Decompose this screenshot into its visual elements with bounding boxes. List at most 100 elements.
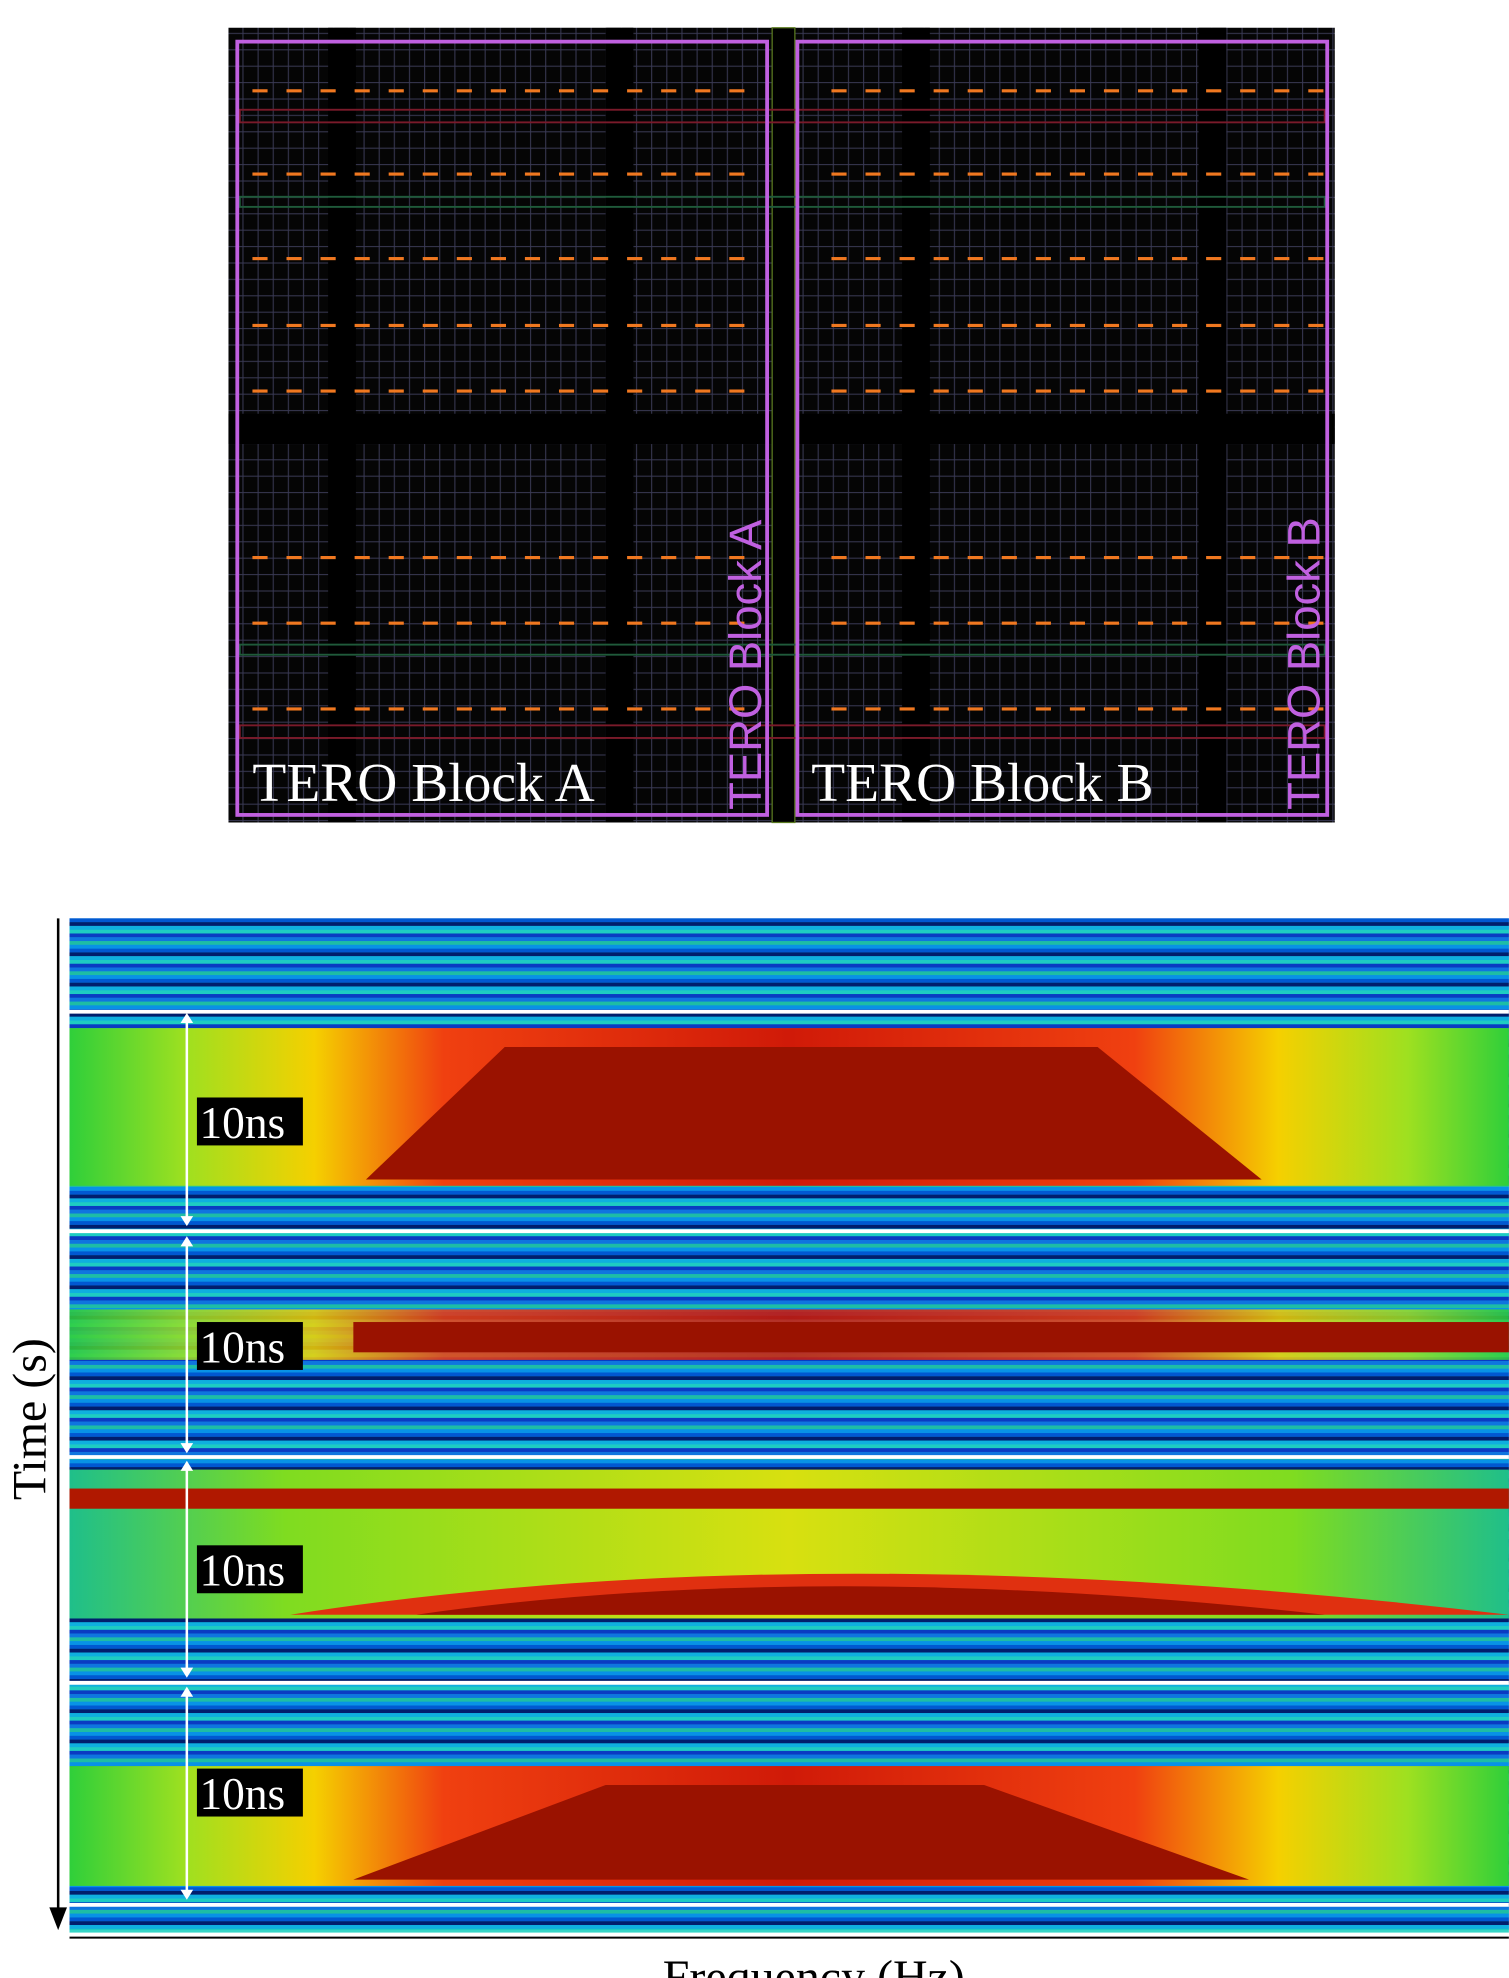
noise-stripe xyxy=(69,1194,1509,1199)
bram-row xyxy=(238,108,1326,124)
noise-stripe xyxy=(69,1224,1509,1229)
noise-stripe xyxy=(69,1247,1509,1252)
noise-stripe xyxy=(69,1622,1509,1627)
noise-stripe xyxy=(69,1709,1509,1714)
noise-stripe xyxy=(69,1217,1509,1222)
noise-stripe xyxy=(69,1906,1509,1910)
noise-stripe xyxy=(69,948,1509,953)
noise-stripe xyxy=(69,1429,1509,1434)
noise-stripe xyxy=(69,1262,1509,1267)
noise-stripe xyxy=(69,1005,1509,1010)
noise-stripe xyxy=(69,1444,1509,1449)
noise-stripe xyxy=(69,1713,1509,1717)
noise-stripe xyxy=(69,1732,1509,1736)
noise-stripe xyxy=(69,1652,1509,1657)
arrowhead xyxy=(180,1012,194,1024)
label-background xyxy=(196,1545,303,1594)
interval-arrows: 10ns 10ns 10ns 10ns xyxy=(180,1012,303,1900)
noise-stripe xyxy=(69,1258,1509,1263)
noise-stripe xyxy=(69,1012,1509,1017)
noise-stripe xyxy=(69,1436,1509,1441)
noise-stripe xyxy=(69,1921,1509,1926)
noise-stripe xyxy=(69,1890,1509,1895)
noise-stripe xyxy=(69,1202,1509,1206)
noise-stripe xyxy=(69,1281,1509,1286)
block-label: TERO Block A xyxy=(252,753,594,814)
noise-stripe xyxy=(69,1398,1509,1403)
spectrogram: 10ns 10ns 10ns 10ns xyxy=(69,918,1509,1933)
noise-stripe xyxy=(69,1187,1509,1191)
noise-stripe xyxy=(69,952,1509,957)
noise-stripe xyxy=(69,925,1509,930)
noise-stripe xyxy=(69,1633,1509,1638)
noise-stripe xyxy=(69,1213,1509,1218)
noise-stripe xyxy=(69,963,1509,968)
x-axis-label: Frequency (Hz) xyxy=(663,1951,965,1978)
noise-stripe xyxy=(69,1236,1509,1241)
noise-stripe xyxy=(69,1716,1509,1721)
noise-stripe xyxy=(69,1380,1509,1384)
noise-stripe xyxy=(69,1001,1509,1006)
noise-stripe xyxy=(69,1750,1509,1755)
arrowhead xyxy=(180,1236,194,1247)
time-axis-arrowhead xyxy=(49,1907,67,1931)
arrowhead xyxy=(180,1667,194,1678)
noise-stripe xyxy=(69,1887,1509,1891)
energy-core xyxy=(416,1586,1325,1615)
arrowhead xyxy=(180,1889,194,1900)
interval-label: 10ns xyxy=(199,1098,285,1148)
noise-stripe xyxy=(69,944,1509,949)
noise-stripe xyxy=(69,1433,1509,1437)
noise-stripe xyxy=(69,1735,1509,1740)
arrowhead xyxy=(180,1686,194,1697)
noise-stripe xyxy=(69,933,1509,938)
noise-stripe xyxy=(69,1293,1509,1297)
noise-stripe xyxy=(69,1255,1509,1259)
noise-stripe xyxy=(69,1629,1509,1634)
noise-stripe xyxy=(69,1402,1509,1407)
y-axis-label: Time (s) xyxy=(4,1338,57,1500)
noise-stripe xyxy=(69,1618,1509,1623)
noise-stripe xyxy=(69,986,1509,991)
energy-core xyxy=(69,1488,1509,1509)
noise-stripe xyxy=(69,1243,1509,1248)
noise-stripe xyxy=(69,1724,1509,1729)
bram-row xyxy=(238,724,1326,739)
block-label-vertical: TERO Block B xyxy=(1279,517,1330,810)
noise-stripe xyxy=(69,1463,1509,1468)
layout-panel: TERO Block A TERO Block B TERO Block A T… xyxy=(228,27,1335,824)
noise-stripe xyxy=(69,982,1509,987)
noise-stripe xyxy=(69,1190,1509,1195)
arrowhead xyxy=(180,1460,194,1471)
noise-stripe xyxy=(69,1372,1509,1377)
noise-stripe xyxy=(69,1644,1509,1649)
noise-stripe xyxy=(69,929,1509,934)
noise-stripe xyxy=(69,1289,1509,1294)
noise-stripe xyxy=(69,1701,1509,1706)
noise-stripe xyxy=(69,1898,1509,1903)
noise-stripe xyxy=(69,1747,1509,1751)
noise-stripe xyxy=(69,1270,1509,1275)
noise-stripe xyxy=(69,1417,1509,1422)
noise-stripe xyxy=(69,1697,1509,1702)
noise-stripe xyxy=(69,1743,1509,1748)
noise-stripe xyxy=(69,1626,1509,1630)
noise-stripe xyxy=(69,1894,1509,1899)
clock-spine xyxy=(771,27,796,824)
noise-stripe xyxy=(69,1368,1509,1373)
dsp-row xyxy=(238,643,1326,656)
noise-stripe xyxy=(69,1675,1509,1680)
noise-stripe xyxy=(69,1300,1509,1305)
fabric-detail xyxy=(228,27,1335,824)
noise-stripe xyxy=(69,1660,1509,1664)
noise-stripe xyxy=(69,971,1509,976)
noise-stripe xyxy=(69,1739,1509,1744)
noise-stripe xyxy=(69,1667,1509,1672)
block-label: TERO Block B xyxy=(811,753,1153,814)
noise-stripe xyxy=(69,1913,1509,1918)
noise-stripe xyxy=(69,1459,1509,1464)
noise-stripe xyxy=(69,1928,1509,1933)
noise-stripe xyxy=(69,1285,1509,1290)
noise-stripe xyxy=(69,1406,1509,1411)
label-background xyxy=(196,1768,303,1817)
